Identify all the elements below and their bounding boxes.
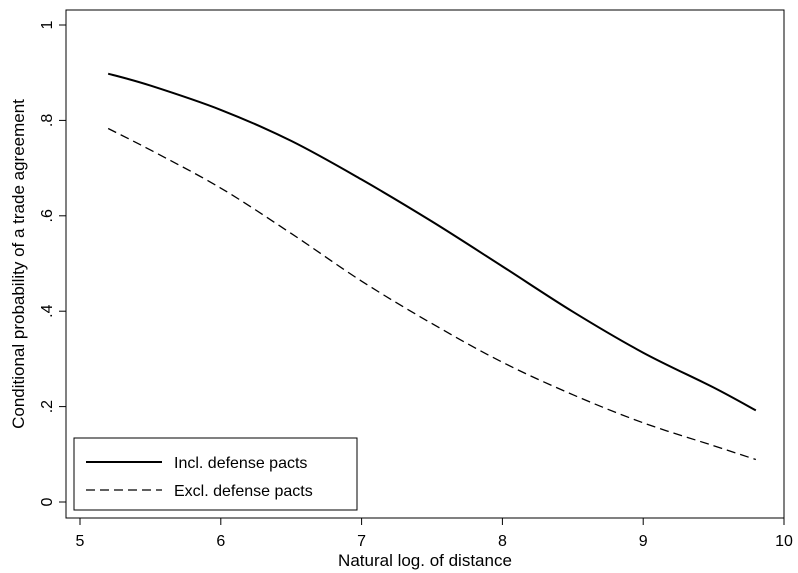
series-line-excl-defense-pacts (107, 127, 757, 461)
y-axis-label: Conditional probability of a trade agree… (9, 99, 28, 429)
y-tick-label: .8 (39, 114, 56, 127)
x-axis-ticks: 5 6 7 8 9 10 (76, 518, 793, 550)
x-tick-label: 9 (639, 533, 648, 550)
y-tick-label: 1 (39, 20, 56, 29)
x-tick-label: 8 (498, 533, 507, 550)
legend: Incl. defense pacts Excl. defense pacts (73, 437, 358, 511)
legend-box (73, 437, 358, 511)
y-tick-label: .6 (39, 209, 56, 222)
x-tick-label: 5 (76, 533, 85, 550)
legend-label-incl: Incl. defense pacts (174, 455, 307, 472)
series-line-incl-defense-pacts (107, 72, 757, 412)
legend-label-excl: Excl. defense pacts (174, 483, 313, 500)
x-tick-label: 10 (775, 533, 793, 550)
x-tick-label: 6 (216, 533, 225, 550)
y-axis-ticks: 0 .2 .4 .6 .8 1 (39, 20, 66, 506)
x-axis-label: Natural log. of distance (338, 551, 512, 570)
y-tick-label: .4 (39, 304, 56, 317)
y-tick-label: 0 (39, 497, 56, 506)
series-layer (107, 72, 757, 461)
x-tick-label: 7 (357, 533, 366, 550)
y-tick-label: .2 (39, 400, 56, 413)
